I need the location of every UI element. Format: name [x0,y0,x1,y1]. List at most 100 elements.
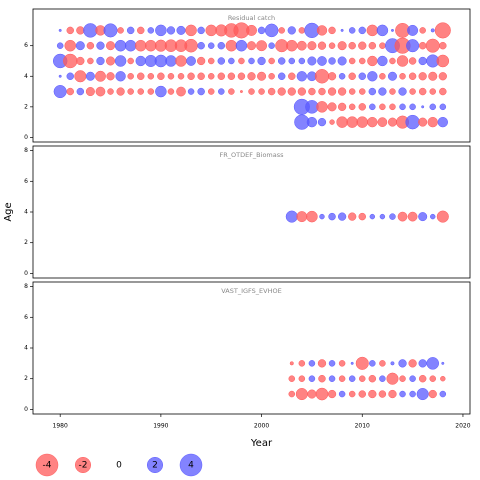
bubble [416,388,429,401]
bubble [337,56,347,66]
bubble [76,26,85,35]
bubble [439,41,447,50]
bubble [418,41,427,50]
panel-title: VAST_IGFS_EVHOE [221,287,281,295]
bubble [378,87,387,96]
bubble [348,41,356,50]
bubble [358,390,366,398]
bubble [418,212,428,222]
bubble [317,41,327,50]
bubble [296,211,308,223]
bubble [167,73,175,80]
bubble [167,88,175,95]
bubble [348,390,356,398]
bubble [430,28,435,33]
panel-title: FR_OTDEF_Biomass [219,151,284,159]
bubble [248,88,255,95]
y-tick-label: 6 [24,314,28,321]
bubble [389,57,396,65]
bubble [267,87,276,96]
bubble [287,87,296,96]
bubble [286,39,298,52]
bubble [298,360,306,367]
bubble [396,55,409,67]
y-axis-label: Age [3,202,14,221]
bubble [338,360,346,367]
bubble [318,87,326,96]
bubble [87,57,94,65]
bubble [358,88,366,95]
bubble [429,103,437,111]
legend-bubble [35,453,59,477]
bubble [66,26,74,35]
bubble [418,87,427,96]
bubble [307,41,317,51]
bubble [177,73,185,80]
bubble [368,41,377,50]
bubble [418,117,428,127]
y-tick-label: 2 [24,375,28,382]
bubble [187,72,195,80]
bubble [356,116,369,128]
bubble [358,57,366,65]
bubble [369,103,376,111]
bubble [377,117,388,127]
legend-label: -2 [79,461,88,471]
y-tick-label: 4 [24,73,28,80]
bubble [409,390,416,398]
bubble [390,28,394,32]
bubble [405,114,420,130]
bubble [277,57,286,65]
bubble [74,70,87,83]
bubble [369,213,376,220]
bubble [338,375,346,382]
bubble [379,73,386,80]
bubble [425,38,440,53]
bubble [376,24,389,37]
y-tick-label: 0 [24,134,28,141]
bubble [439,103,447,111]
bubble [327,102,337,112]
bubble [328,26,336,35]
bubble [155,85,167,98]
bubble [389,88,396,95]
bubble [399,103,406,111]
bubble [328,212,336,221]
bubble [246,24,257,36]
bubble [277,87,286,96]
bubble [278,27,285,34]
bubble [308,375,316,382]
bubble [307,56,317,66]
bubble [103,23,118,38]
bubble [386,372,399,385]
y-tick-label: 2 [24,239,28,246]
bubble [419,27,426,34]
bubble [268,42,275,49]
x-tick-label: 1980 [53,423,68,430]
y-tick-label: 8 [24,283,28,290]
bubble [319,213,325,220]
bubble [328,360,336,367]
bubble [94,70,106,82]
bubble [197,72,205,80]
bubble [127,73,134,80]
bubble [277,72,286,80]
bubble [227,72,236,80]
bubble [399,375,406,382]
bubble [327,87,337,96]
y-tick-label: 2 [24,103,28,110]
bubble [358,103,366,111]
bubble [428,389,437,399]
bubble [134,39,147,52]
bubble [126,26,135,35]
bubble [389,103,396,111]
bubble [217,72,226,80]
bubble [238,57,245,65]
bubble [358,26,366,35]
bubble [426,357,440,370]
bubble [135,55,146,67]
bubble [317,117,327,127]
panel-frame [32,145,471,279]
x-tick-label: 2020 [455,423,470,430]
bubble [257,71,267,81]
